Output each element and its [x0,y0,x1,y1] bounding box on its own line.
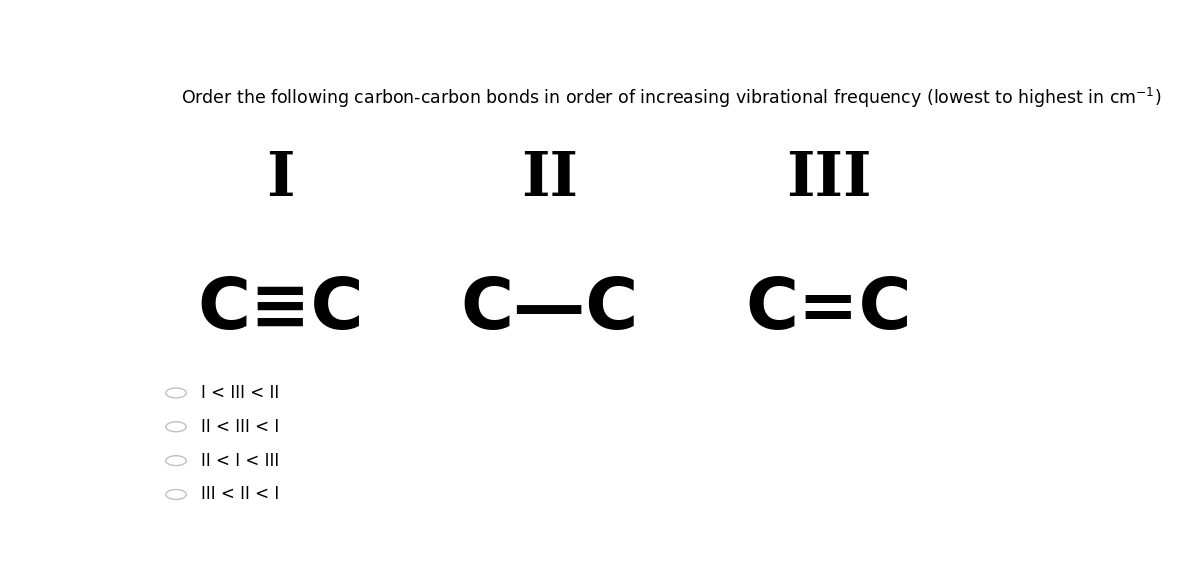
Text: I: I [266,149,294,209]
Text: II: II [521,149,578,209]
Text: II < III < I: II < III < I [202,418,280,436]
Text: I < III < II: I < III < II [202,384,280,402]
Text: II < I < III: II < I < III [202,452,280,469]
Text: III: III [786,149,871,209]
Text: C=C: C=C [745,275,912,344]
Text: Order the following carbon-carbon bonds in order of increasing vibrational frequ: Order the following carbon-carbon bonds … [181,86,1162,110]
Text: C—C: C—C [461,275,640,344]
Text: C≡C: C≡C [197,275,364,344]
Text: III < II < I: III < II < I [202,485,280,503]
